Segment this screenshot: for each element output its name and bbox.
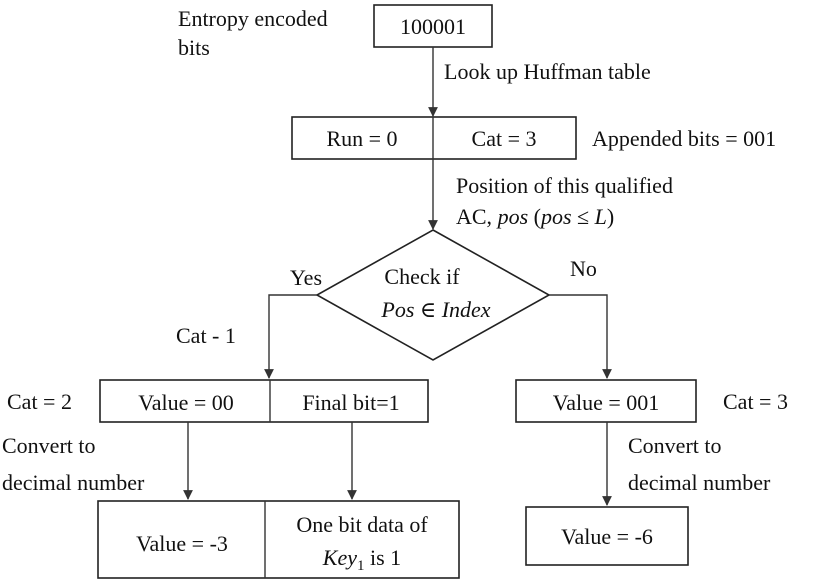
- arrow-yes-branch: [264, 294, 317, 379]
- input-bits-box: [373, 4, 493, 48]
- one-bit-line2: Key1 is 1: [322, 545, 401, 574]
- yes-label: Yes: [290, 265, 322, 290]
- left-cat-label: Cat = 2: [7, 389, 72, 414]
- appended-bits-label: Appended bits = 001: [592, 126, 776, 151]
- left-value: Value = 00: [138, 390, 234, 415]
- right-result-value: Value = -6: [561, 524, 653, 549]
- input-label-line1: Entropy encoded: [178, 6, 328, 31]
- right-value-box: [515, 379, 697, 423]
- left-result-value: Value = -3: [136, 531, 228, 556]
- left-convert-line2: decimal number: [2, 470, 145, 495]
- cat-minus-one-label: Cat - 1: [176, 323, 236, 348]
- position-label-line2: AC, pos (pos ≤ L): [456, 204, 614, 229]
- left-convert-line1: Convert to: [2, 433, 96, 458]
- decision-line2: Pos ∈ Index: [380, 297, 490, 322]
- final-bit: Final bit=1: [302, 390, 399, 415]
- right-value: Value = 001: [553, 390, 660, 415]
- no-label: No: [570, 256, 597, 281]
- right-cat-label: Cat = 3: [723, 389, 788, 414]
- right-convert-line2: decimal number: [628, 470, 771, 495]
- input-label-line2: bits: [178, 35, 210, 60]
- decision-line1: Check if: [384, 264, 460, 289]
- huffman-cat: Cat = 3: [472, 126, 537, 151]
- huffman-result-box: [291, 116, 577, 160]
- arrow-no-branch: [549, 294, 612, 379]
- lookup-label: Look up Huffman table: [444, 59, 651, 84]
- right-convert-line1: Convert to: [628, 433, 722, 458]
- left-value-box: [99, 379, 429, 423]
- decision-diamond: [315, 229, 551, 361]
- huffman-run: Run = 0: [326, 126, 397, 151]
- input-bits-value: 100001: [400, 14, 466, 39]
- position-label-line1: Position of this qualified: [456, 173, 673, 198]
- right-result-box: [525, 506, 689, 566]
- left-result-box: [97, 500, 460, 579]
- one-bit-line1: One bit data of: [296, 512, 428, 537]
